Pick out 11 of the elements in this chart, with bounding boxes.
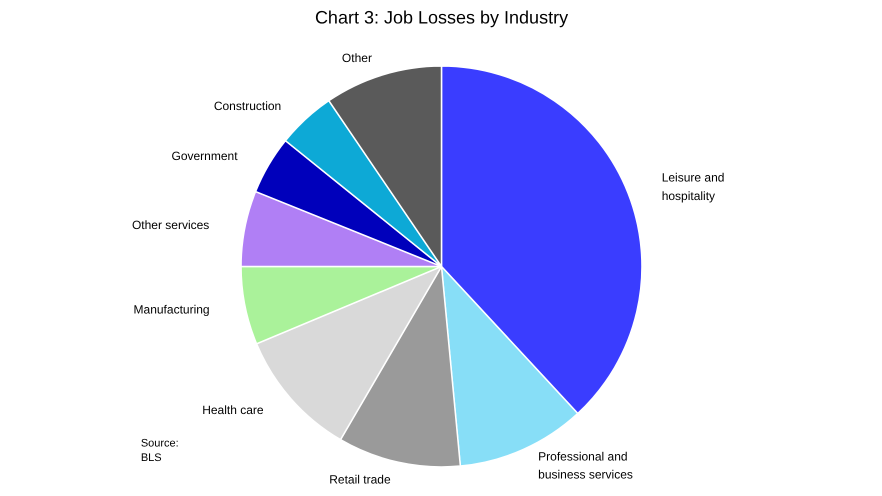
slice-label: Manufacturing xyxy=(134,302,210,316)
slice-label: Other services xyxy=(132,218,210,232)
slice-label: Retail trade xyxy=(329,472,391,486)
chart-title: Chart 3: Job Losses by Industry xyxy=(314,8,568,28)
source-note: Source: BLS xyxy=(140,438,179,464)
slice-label: Leisure and hospitality xyxy=(662,170,724,203)
slice-label: Construction xyxy=(214,99,282,114)
slice-label: Government xyxy=(171,149,238,164)
slice-label: Health care xyxy=(202,403,264,418)
slice-label: Professional and business services xyxy=(538,449,633,482)
slice-label: Other xyxy=(342,51,372,66)
